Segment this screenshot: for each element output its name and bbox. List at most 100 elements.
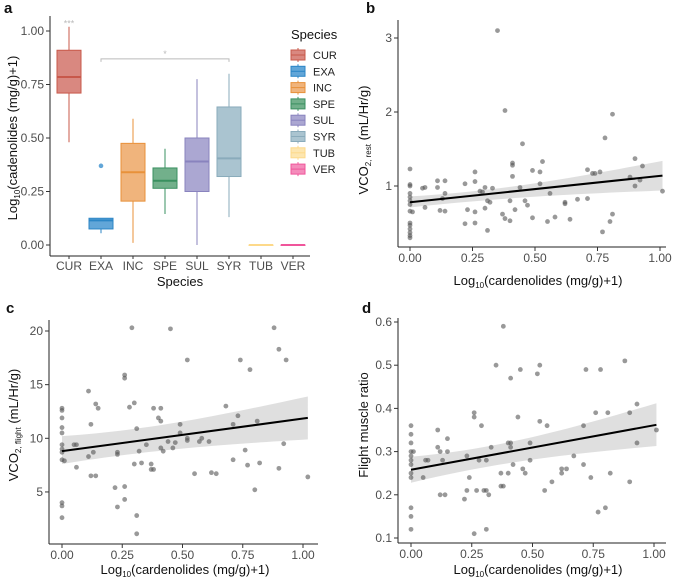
data-point: [95, 405, 101, 411]
legend-item-syr: SYR: [290, 129, 336, 144]
data-point: [305, 474, 311, 480]
data-point: [564, 466, 569, 472]
data-point: [112, 485, 118, 491]
data-point: [213, 471, 219, 477]
data-point: [485, 228, 490, 233]
data-point: [59, 503, 65, 509]
confidence-band: [410, 160, 663, 208]
data-point: [281, 441, 287, 447]
x-tick-label: 0.50: [171, 548, 195, 562]
data-point: [237, 357, 243, 363]
data-point: [549, 479, 555, 485]
data-point: [622, 358, 628, 364]
box-iqr: [184, 137, 210, 192]
data-point: [462, 221, 468, 227]
data-point: [508, 444, 514, 450]
data-point: [487, 199, 493, 205]
data-point: [522, 470, 528, 476]
box-iqr: [56, 49, 82, 94]
data-point: [602, 135, 608, 141]
data-point: [525, 202, 530, 208]
x-axis-title-subscript: 10: [122, 570, 131, 579]
x-tick-label: 0.25: [111, 548, 135, 562]
data-point: [474, 488, 480, 493]
data-point: [634, 401, 640, 407]
box-exa: [88, 163, 114, 234]
box-spe: [152, 148, 178, 214]
data-point: [585, 167, 590, 173]
data-point: [476, 457, 482, 463]
data-point: [407, 202, 413, 207]
data-point: [184, 438, 190, 443]
data-point: [235, 413, 241, 419]
significance-exa-syr: *: [163, 49, 167, 59]
data-point: [93, 473, 99, 479]
y-axis-title-main: VCO: [6, 453, 21, 481]
confidence-band: [62, 396, 308, 465]
y-axis-title: Flight muscle ratio: [356, 372, 371, 477]
y-tick-label: 1: [385, 179, 392, 193]
data-point: [410, 209, 415, 215]
data-point: [510, 162, 515, 168]
data-point: [559, 470, 565, 476]
data-point: [283, 357, 289, 363]
legend-title: Species: [291, 27, 338, 42]
y-tick-label: 0.4: [375, 401, 392, 415]
data-point: [507, 218, 513, 224]
legend-label: SYR: [313, 132, 336, 144]
data-point: [588, 475, 594, 480]
data-point: [172, 440, 178, 445]
data-point: [445, 436, 450, 442]
data-point: [420, 475, 426, 480]
data-point: [517, 185, 523, 190]
y-axis-title-rest: (mL/Hr/g): [6, 369, 21, 428]
x-tick-label: 0.00: [398, 251, 422, 265]
y-tick-label: 0.00: [21, 238, 45, 252]
data-point: [407, 235, 413, 241]
data-point: [271, 325, 277, 331]
legend-item-ver: VER: [290, 162, 336, 177]
data-point: [435, 178, 440, 184]
data-point: [134, 531, 140, 537]
data-point: [408, 526, 414, 532]
box-inc: [120, 118, 146, 243]
x-axis-title-subscript: 10: [475, 281, 484, 290]
data-point: [482, 205, 488, 211]
data-point: [537, 362, 543, 368]
data-point: [632, 183, 638, 189]
y-tick-label: 0.5: [375, 358, 392, 372]
data-point: [136, 448, 142, 454]
data-point: [90, 449, 96, 455]
data-point: [605, 410, 611, 416]
data-point: [512, 207, 518, 213]
data-point: [634, 440, 640, 446]
data-point: [151, 467, 156, 472]
data-point: [462, 181, 468, 187]
data-point: [472, 179, 478, 184]
data-point: [245, 462, 250, 468]
box-iqr: [216, 106, 242, 178]
data-point: [435, 427, 441, 433]
data-point: [527, 440, 533, 446]
data-point: [122, 497, 128, 502]
data-point: [598, 367, 603, 372]
data-point: [464, 453, 470, 459]
x-tick-label: 1.00: [648, 251, 672, 265]
y-tick-label: 0.50: [21, 131, 45, 145]
data-point: [575, 196, 580, 202]
data-point: [545, 219, 550, 224]
data-point: [411, 449, 416, 454]
data-point: [129, 325, 135, 331]
y-tick-label: 15: [30, 378, 44, 392]
data-point: [131, 400, 137, 406]
data-point: [493, 362, 499, 368]
legend-item-inc: INC: [290, 80, 332, 95]
data-point: [537, 418, 543, 424]
x-tick-label: EXA: [89, 259, 113, 273]
x-tick-label: CUR: [56, 259, 82, 273]
data-point: [508, 375, 514, 381]
data-point: [242, 447, 248, 453]
x-tick-label: 0.75: [586, 251, 610, 265]
data-point: [408, 505, 414, 511]
